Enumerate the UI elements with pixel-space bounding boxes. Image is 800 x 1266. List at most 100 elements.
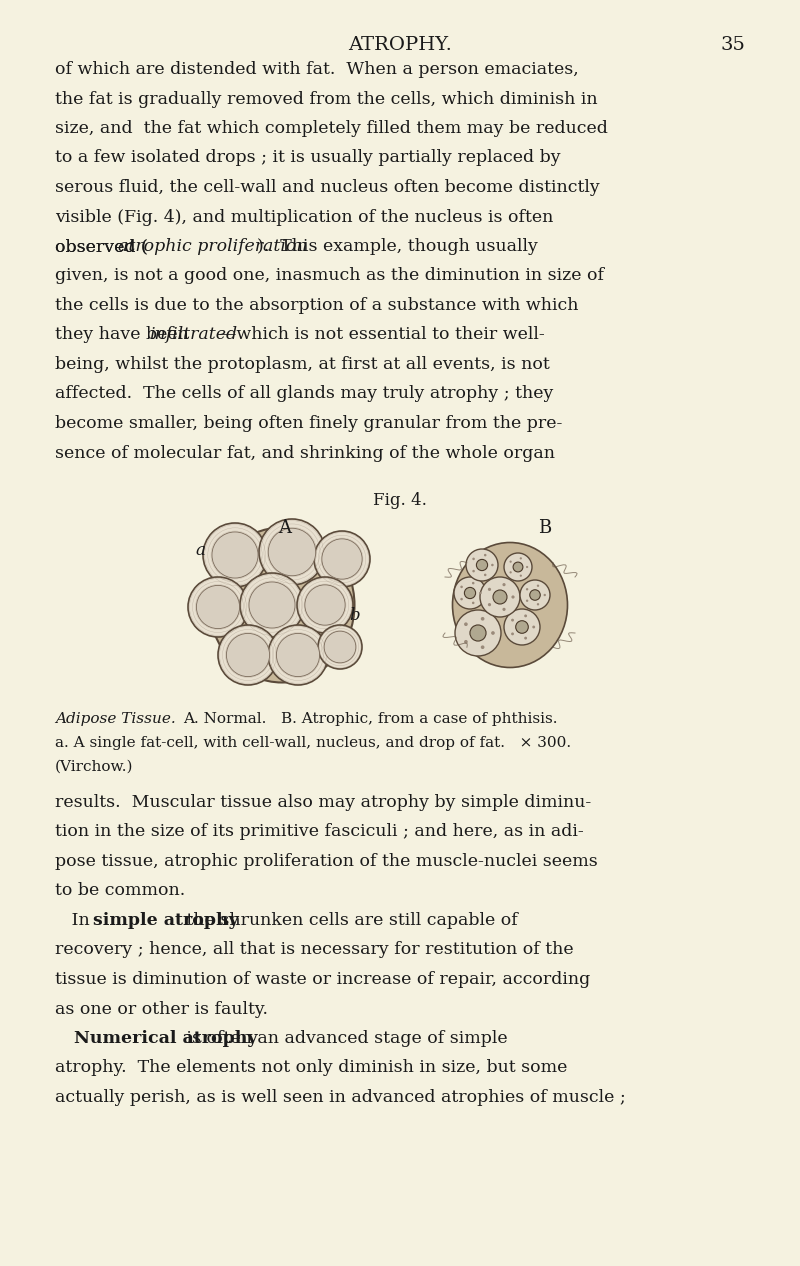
Circle shape xyxy=(268,528,316,576)
Circle shape xyxy=(259,519,325,585)
Text: tissue is diminution of waste or increase of repair, according: tissue is diminution of waste or increas… xyxy=(55,971,590,987)
Circle shape xyxy=(472,557,475,560)
Text: b: b xyxy=(350,606,360,624)
Circle shape xyxy=(543,594,546,596)
Ellipse shape xyxy=(210,528,354,682)
Text: observed (: observed ( xyxy=(55,238,148,254)
Circle shape xyxy=(532,625,535,628)
Circle shape xyxy=(226,633,270,676)
Text: —which is not essential to their well-: —which is not essential to their well- xyxy=(219,327,545,343)
Circle shape xyxy=(297,577,353,633)
Circle shape xyxy=(491,563,494,566)
Circle shape xyxy=(240,573,304,637)
Circle shape xyxy=(513,562,523,572)
Text: they have been: they have been xyxy=(55,327,194,343)
Circle shape xyxy=(491,632,494,634)
Circle shape xyxy=(537,585,539,587)
Text: atrophy.  The elements not only diminish in size, but some: atrophy. The elements not only diminish … xyxy=(55,1060,567,1076)
Text: to a few isolated drops ; it is usually partially replaced by: to a few isolated drops ; it is usually … xyxy=(55,149,561,167)
Circle shape xyxy=(460,586,463,589)
Circle shape xyxy=(537,603,539,605)
Circle shape xyxy=(504,609,540,644)
Text: a: a xyxy=(195,542,205,560)
Circle shape xyxy=(472,570,475,572)
Circle shape xyxy=(481,617,485,620)
Text: Fig. 4.: Fig. 4. xyxy=(373,492,427,509)
Text: tion in the size of its primitive fasciculi ; and here, as in adi-: tion in the size of its primitive fascic… xyxy=(55,823,584,841)
Circle shape xyxy=(481,646,485,649)
Circle shape xyxy=(520,580,550,610)
Text: being, whilst the protoplasm, at first at all events, is not: being, whilst the protoplasm, at first a… xyxy=(55,356,550,373)
Circle shape xyxy=(218,625,278,685)
Text: visible (Fig. 4), and multiplication of the nucleus is often: visible (Fig. 4), and multiplication of … xyxy=(55,209,554,225)
Text: B: B xyxy=(538,519,552,537)
Circle shape xyxy=(524,614,527,618)
Text: atrophic proliferation: atrophic proliferation xyxy=(118,238,308,254)
Circle shape xyxy=(526,589,528,590)
Circle shape xyxy=(454,577,486,609)
Circle shape xyxy=(480,577,520,617)
Text: a. A single fat-cell, with cell-wall, nucleus, and drop of fat.   × 300.: a. A single fat-cell, with cell-wall, nu… xyxy=(55,736,571,749)
Text: as one or other is faulty.: as one or other is faulty. xyxy=(55,1000,268,1018)
Circle shape xyxy=(488,603,491,606)
Circle shape xyxy=(305,585,345,625)
Circle shape xyxy=(504,553,532,581)
Circle shape xyxy=(524,637,527,639)
Circle shape xyxy=(212,532,258,579)
Text: In: In xyxy=(55,912,95,929)
Text: (Virchow.): (Virchow.) xyxy=(55,760,134,774)
Text: simple atrophy: simple atrophy xyxy=(93,912,238,929)
Text: the shrunken cells are still capable of: the shrunken cells are still capable of xyxy=(181,912,518,929)
Circle shape xyxy=(322,539,362,579)
Circle shape xyxy=(526,566,528,568)
Text: infiltrated: infiltrated xyxy=(150,327,238,343)
Circle shape xyxy=(197,585,240,629)
Text: results.  Muscular tissue also may atrophy by simple diminu-: results. Muscular tissue also may atroph… xyxy=(55,794,591,812)
Circle shape xyxy=(472,582,474,585)
Text: of which are distended with fat.  When a person emaciates,: of which are distended with fat. When a … xyxy=(55,61,578,78)
Circle shape xyxy=(472,601,474,604)
Circle shape xyxy=(455,610,501,656)
Circle shape xyxy=(530,590,540,600)
Text: Adipose Tissue.: Adipose Tissue. xyxy=(55,711,176,725)
Text: 35: 35 xyxy=(720,35,745,54)
Text: Numerical atrophy: Numerical atrophy xyxy=(74,1031,258,1047)
Circle shape xyxy=(511,595,514,599)
Circle shape xyxy=(203,523,267,587)
Text: recovery ; hence, all that is necessary for restitution of the: recovery ; hence, all that is necessary … xyxy=(55,942,574,958)
Circle shape xyxy=(511,633,514,636)
Text: affected.  The cells of all glands may truly atrophy ; they: affected. The cells of all glands may tr… xyxy=(55,386,554,403)
Text: ).  This example, though usually: ). This example, though usually xyxy=(257,238,538,254)
Text: observed (: observed ( xyxy=(55,238,148,254)
Circle shape xyxy=(488,587,491,591)
Circle shape xyxy=(502,584,506,586)
Text: is often an advanced stage of simple: is often an advanced stage of simple xyxy=(181,1031,508,1047)
Circle shape xyxy=(460,598,463,600)
Circle shape xyxy=(520,575,522,577)
Circle shape xyxy=(268,625,328,685)
Circle shape xyxy=(324,632,356,663)
Text: A. Normal.   B. Atrophic, from a case of phthisis.: A. Normal. B. Atrophic, from a case of p… xyxy=(183,711,558,725)
Text: sence of molecular fat, and shrinking of the whole organ: sence of molecular fat, and shrinking of… xyxy=(55,444,555,462)
Circle shape xyxy=(526,600,528,601)
Circle shape xyxy=(479,591,482,594)
Circle shape xyxy=(464,639,468,643)
Circle shape xyxy=(502,608,506,611)
Circle shape xyxy=(484,573,486,576)
Circle shape xyxy=(516,620,528,633)
Circle shape xyxy=(188,577,248,637)
Text: A: A xyxy=(278,519,291,537)
Circle shape xyxy=(464,587,475,599)
Circle shape xyxy=(466,549,498,581)
Text: pose tissue, atrophic proliferation of the muscle-nuclei seems: pose tissue, atrophic proliferation of t… xyxy=(55,853,598,870)
Circle shape xyxy=(249,582,295,628)
Circle shape xyxy=(510,571,512,573)
Circle shape xyxy=(511,619,514,622)
Circle shape xyxy=(464,623,468,627)
Text: ATROPHY.: ATROPHY. xyxy=(348,35,452,54)
Circle shape xyxy=(493,590,507,604)
Text: the cells is due to the absorption of a substance with which: the cells is due to the absorption of a … xyxy=(55,298,578,314)
Ellipse shape xyxy=(453,543,567,667)
Text: actually perish, as is well seen in advanced atrophies of muscle ;: actually perish, as is well seen in adva… xyxy=(55,1089,626,1106)
Circle shape xyxy=(277,633,320,676)
